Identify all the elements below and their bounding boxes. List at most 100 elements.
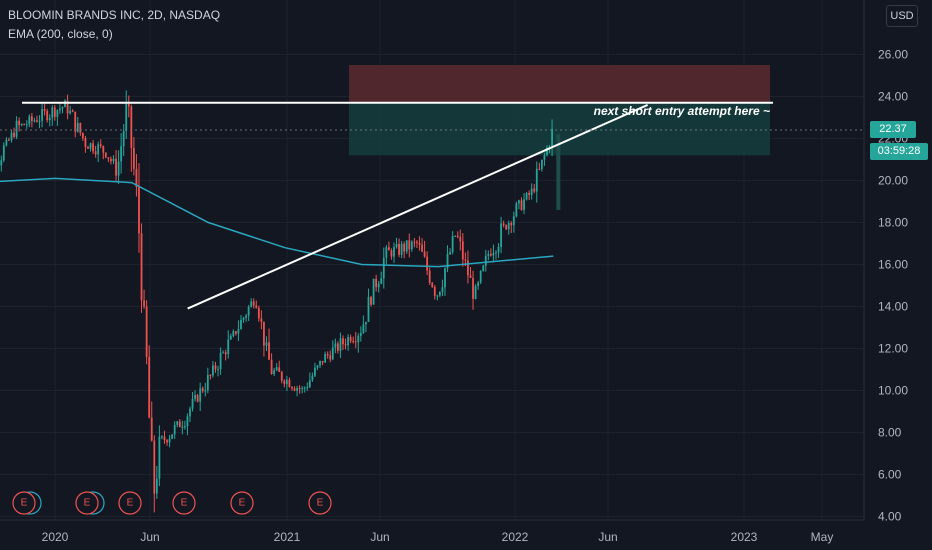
candle-body [449, 252, 451, 255]
candle-body [512, 216, 515, 226]
candle-body [5, 139, 8, 146]
candle-body [132, 147, 135, 169]
candle-body [495, 252, 497, 254]
time-tick-label: Jun [140, 530, 159, 544]
candle-body [359, 332, 362, 336]
price-axis[interactable]: 4.00 6.00 8.00 10.00 12.00 14.00 16.00 18.00 20.… [878, 48, 908, 524]
candle-body [130, 106, 133, 148]
candle-body [217, 369, 219, 371]
candle-body [127, 103, 130, 107]
candle-body [43, 109, 46, 111]
candle-body [219, 352, 222, 370]
candle-body [199, 388, 202, 402]
trendline-rising [187, 103, 649, 310]
candle-body [125, 103, 128, 132]
candle-body [456, 235, 459, 237]
candle-body [260, 318, 263, 322]
candle-body [461, 241, 464, 260]
candle-body [502, 223, 505, 225]
candle-body [214, 365, 217, 370]
price-tick-label: 10.00 [878, 384, 908, 398]
candle-body [382, 257, 385, 279]
candle-body [171, 434, 174, 439]
symbol-title[interactable]: BLOOMIN BRANDS INC, 2D, NASDAQ [8, 8, 221, 22]
candle-body [94, 151, 97, 155]
candle-body [464, 259, 467, 261]
candle-body [525, 192, 528, 200]
candle-body [53, 107, 56, 117]
candle-body [232, 331, 235, 336]
candle-body [469, 275, 472, 278]
candle-body [64, 100, 66, 108]
candle-body [334, 343, 337, 348]
candle-body [515, 203, 518, 217]
candle-body [66, 100, 69, 114]
candle-body [390, 250, 393, 257]
candle-body [319, 360, 321, 366]
time-axis[interactable]: 2020 Jun 2021 Jun 2022 Jun 2023 May [42, 530, 834, 544]
earnings-marker [230, 491, 254, 515]
candle-body [324, 354, 327, 363]
earnings-marker-label: E [127, 498, 134, 509]
candle-body [395, 243, 398, 248]
candle-body [15, 120, 18, 137]
candle-body [36, 120, 38, 122]
candle-body [428, 270, 431, 283]
ema-line [0, 177, 554, 268]
candle-body [270, 359, 273, 375]
candle-body [201, 388, 204, 392]
price-tick-label: 8.00 [878, 426, 902, 440]
candle-body [41, 109, 43, 121]
candle-body [331, 347, 334, 360]
candle-body [138, 186, 140, 234]
candle-body [365, 321, 367, 325]
price-tick-label: 6.00 [878, 468, 902, 482]
candle-body [252, 301, 255, 306]
candle-body [76, 123, 79, 132]
candle-body [268, 342, 270, 360]
candle-body [528, 192, 531, 195]
earnings-marker-label: E [239, 498, 246, 509]
candle-body [375, 278, 378, 288]
candle-body [92, 143, 94, 152]
currency-button[interactable]: USD [886, 5, 918, 27]
candle-body [51, 107, 54, 118]
candle-body [467, 260, 469, 276]
candle-body [278, 367, 281, 372]
candle-body [403, 243, 406, 252]
ema-200-line [0, 177, 554, 268]
candle-body [551, 128, 553, 148]
candle-body [257, 307, 260, 319]
candle-body [275, 367, 278, 371]
candle-body [535, 168, 538, 192]
candle-body [523, 199, 525, 210]
candle-body [145, 306, 148, 357]
trendlines [22, 101, 773, 310]
price-tick-label: 16.00 [878, 258, 908, 272]
candle-body [431, 282, 434, 288]
candle-body [33, 120, 36, 122]
candle-body [316, 365, 319, 368]
candle-body [46, 110, 49, 121]
candle-body [510, 223, 513, 226]
indicator-legend[interactable]: EMA (200, close, 0) [8, 27, 113, 41]
candle-body [56, 110, 59, 117]
candle-body [71, 110, 74, 112]
candle-body [148, 356, 151, 418]
candle-body [263, 321, 265, 346]
candle-body [168, 438, 171, 443]
candle-body [387, 247, 390, 251]
candle-body [489, 253, 492, 256]
candle-body [110, 158, 112, 162]
candle-body [339, 338, 342, 351]
candle-body [2, 145, 5, 161]
candle-body [8, 139, 10, 141]
candle-body [298, 388, 301, 390]
candle-body [102, 146, 105, 153]
earnings-marker-label: E [21, 498, 28, 509]
price-tick-label: 18.00 [878, 216, 908, 230]
candle-body [288, 379, 291, 388]
candle-body [454, 235, 457, 237]
earnings-marker-label: E [317, 498, 324, 509]
